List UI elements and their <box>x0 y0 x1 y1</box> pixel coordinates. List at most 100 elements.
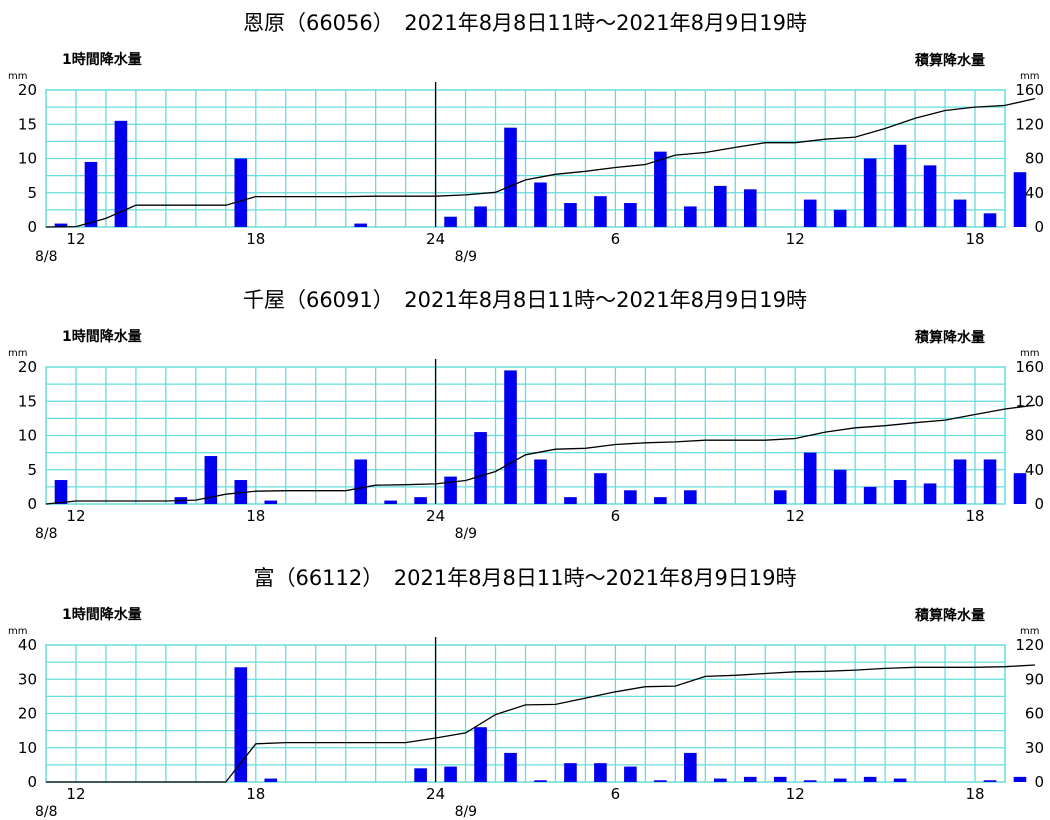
rainfall-bar <box>534 182 547 227</box>
x-tick-label: 6 <box>611 507 621 525</box>
x-tick-label: 18 <box>246 230 265 248</box>
right-tick-label: 0 <box>1034 773 1044 791</box>
rainfall-bar <box>983 213 997 227</box>
date-label: 8/9 <box>455 526 478 542</box>
right-tick-label: 30 <box>1025 739 1044 757</box>
x-tick-label: 12 <box>66 507 85 525</box>
cumulative-rainfall-line <box>45 97 1036 228</box>
rainfall-bar <box>474 727 487 782</box>
left-tick-label: 20 <box>18 81 37 99</box>
x-tick-label: 12 <box>66 785 85 803</box>
x-tick-label: 24 <box>426 507 445 525</box>
rainfall-bar <box>833 469 847 504</box>
rainfall-bar <box>564 763 577 782</box>
left-tick-label: 15 <box>18 115 37 133</box>
left-tick-label: 5 <box>27 184 37 202</box>
rainfall-bar <box>833 209 847 227</box>
rainfall-bar <box>594 196 607 227</box>
rainfall-bar <box>923 165 937 227</box>
rainfall-bar <box>564 497 577 504</box>
x-tick-label: 24 <box>426 230 445 248</box>
rainfall-bar <box>863 486 877 504</box>
x-tick-label: 24 <box>426 785 445 803</box>
rainfall-bar <box>803 452 817 504</box>
rainfall-bar <box>893 144 907 227</box>
chart-title: 恩原（66056） 2021年8月8日11時～2021年8月9日19時 <box>243 11 807 35</box>
date-label: 8/8 <box>35 804 58 820</box>
rainfall-bar <box>624 203 637 227</box>
right-unit-label: mm <box>1020 348 1039 359</box>
rainfall-bar <box>983 780 997 782</box>
rainfall-bar <box>1013 776 1027 782</box>
left-tick-label: 40 <box>18 636 37 654</box>
right-unit-label: mm <box>1020 71 1039 82</box>
rainfall-bar <box>654 497 667 504</box>
rainfall-bar <box>444 216 457 227</box>
chart-tomi: 富（66112） 2021年8月8日11時～2021年8月9日19時 1時間降水量… <box>8 566 1044 820</box>
plot-frame <box>45 644 1006 783</box>
rainfall-bar <box>414 768 427 782</box>
right-tick-label: 80 <box>1025 150 1044 168</box>
right-tick-label: 120 <box>1015 636 1044 654</box>
left-axis-label: 1時間降水量 <box>62 606 142 623</box>
rainfall-bar <box>893 480 907 504</box>
rainfall-bar <box>893 778 907 782</box>
rainfall-bar <box>654 151 667 227</box>
left-tick-label: 0 <box>27 495 37 513</box>
rainfall-bar <box>204 456 218 504</box>
rainfall-bar <box>264 500 278 504</box>
rainfall-bar <box>1013 172 1027 227</box>
x-tick-label: 6 <box>611 785 621 803</box>
rainfall-bar <box>54 480 68 504</box>
left-tick-label: 0 <box>27 773 37 791</box>
rainfall-bar <box>564 203 577 227</box>
left-tick-label: 0 <box>27 218 37 236</box>
chart-title: 千屋（66091） 2021年8月8日11時～2021年8月9日19時 <box>243 288 807 312</box>
x-tick-label: 18 <box>965 230 984 248</box>
cumulative-rainfall-line <box>45 404 1036 505</box>
left-tick-label: 10 <box>18 150 37 168</box>
left-unit-label: mm <box>8 348 27 359</box>
left-tick-label: 10 <box>18 739 37 757</box>
x-tick-label: 12 <box>786 507 805 525</box>
right-tick-label: 40 <box>1025 184 1044 202</box>
rainfall-bar <box>863 776 877 782</box>
rainfall-bar <box>953 459 967 504</box>
rainfall-bar <box>714 778 727 782</box>
left-unit-label: mm <box>8 71 27 82</box>
x-tick-label: 12 <box>66 230 85 248</box>
rainfall-bar <box>504 752 517 782</box>
left-tick-label: 15 <box>18 392 37 410</box>
rainfall-bar <box>594 763 607 782</box>
right-tick-label: 80 <box>1025 427 1044 445</box>
rainfall-bar <box>624 490 637 504</box>
rainfall-bar <box>504 370 517 504</box>
right-tick-label: 160 <box>1015 358 1044 376</box>
right-tick-label: 0 <box>1034 218 1044 236</box>
x-tick-label: 12 <box>786 230 805 248</box>
right-tick-label: 60 <box>1025 705 1044 723</box>
left-axis-label: 1時間降水量 <box>62 51 142 68</box>
rainfall-bar <box>234 667 248 782</box>
rainfall-bar <box>444 476 457 504</box>
x-tick-label: 18 <box>246 785 265 803</box>
rainfall-bar <box>354 459 367 504</box>
rainfall-bar <box>594 473 607 504</box>
x-tick-label: 18 <box>965 785 984 803</box>
rainfall-bar <box>743 189 757 227</box>
rainfall-bar <box>444 766 457 782</box>
rainfall-bar <box>743 776 757 782</box>
right-tick-label: 120 <box>1015 115 1044 133</box>
rainfall-bar <box>833 778 847 782</box>
rainfall-bar <box>953 199 967 227</box>
rainfall-bar <box>654 780 667 782</box>
rainfall-bar <box>264 778 278 782</box>
rainfall-bar <box>684 490 697 504</box>
rainfall-bar <box>803 780 817 782</box>
rainfall-bar <box>354 223 367 227</box>
rainfall-bar <box>474 206 487 227</box>
chart-title: 富（66112） 2021年8月8日11時～2021年8月9日19時 <box>253 566 796 590</box>
rainfall-bar <box>983 459 997 504</box>
rainfall-bar <box>714 185 727 227</box>
rainfall-bar <box>923 483 937 504</box>
